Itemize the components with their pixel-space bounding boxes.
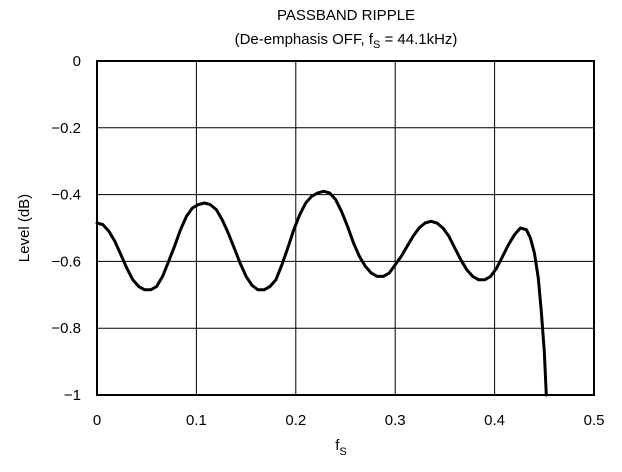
- x-tick-label: 0: [93, 412, 101, 429]
- x-tick-label: 0.2: [285, 412, 306, 429]
- ripple-series-line: [95, 189, 548, 397]
- chart-subtitle-subscript: S: [373, 39, 380, 51]
- tick-labels: 0 0.1 0.2 0.3 0.4 0.5 0 −0.2 −0.4 −0.6 −0.8 −1: [51, 53, 604, 429]
- x-axis-label-main: f: [335, 437, 340, 454]
- series-layer: [95, 189, 548, 397]
- y-tick-label: −0.8: [51, 320, 81, 337]
- x-tick-label: 0.3: [385, 412, 406, 429]
- x-axis-label-subscript: S: [339, 446, 346, 458]
- x-tick-label: 0.4: [484, 412, 505, 429]
- plot-frame: [96, 60, 595, 396]
- grid-lines: [97, 61, 594, 395]
- x-tick-label: 0.1: [186, 412, 207, 429]
- y-tick-label: −0.6: [51, 253, 81, 270]
- y-tick-label: 0: [73, 53, 81, 70]
- chart-title: PASSBAND RIPPLE: [277, 7, 415, 24]
- x-axis-label: fS: [335, 437, 347, 458]
- y-tick-label: −0.2: [51, 120, 81, 137]
- chart-subtitle-suffix: = 44.1kHz): [380, 31, 457, 48]
- x-tick-label: 0.5: [584, 412, 605, 429]
- y-axis-label: Level (dB): [16, 194, 33, 262]
- y-tick-label: −1: [64, 387, 81, 404]
- chart-subtitle: (De-emphasis OFF, fS = 44.1kHz): [235, 31, 458, 51]
- chart-subtitle-prefix: (De-emphasis OFF, f: [235, 31, 374, 48]
- y-tick-label: −0.4: [51, 187, 81, 204]
